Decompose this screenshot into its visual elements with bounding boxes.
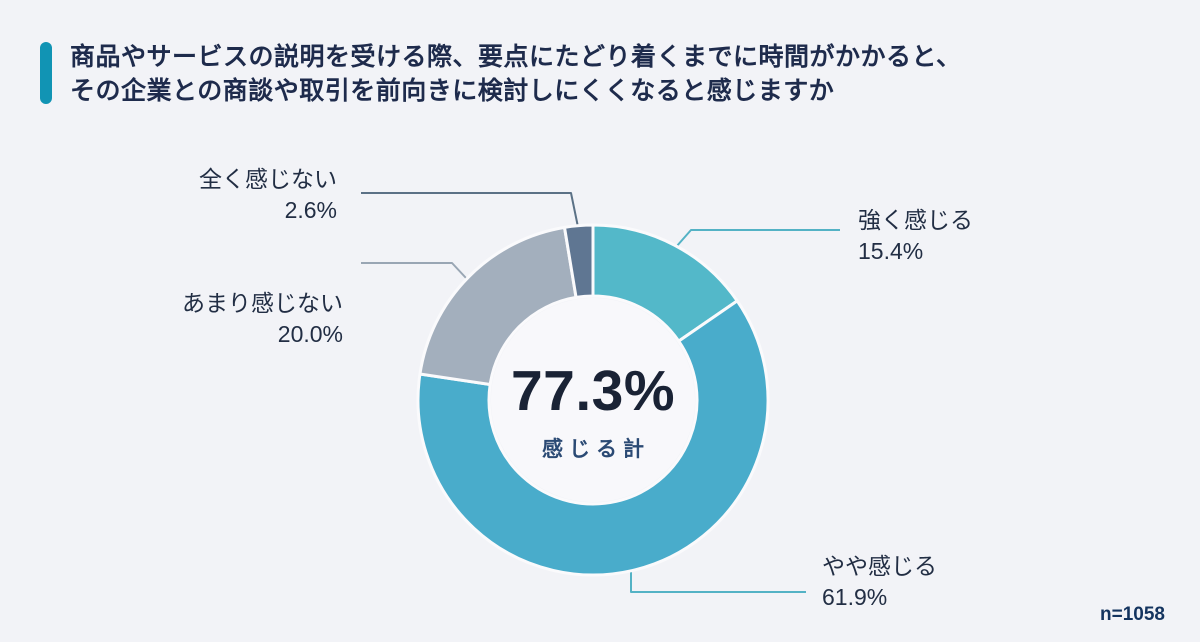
donut-hole (491, 298, 695, 502)
leader-line-not-feel-at-all (361, 192, 579, 228)
segment-label-not-feel-much: あまり感じない 20.0% (182, 288, 343, 350)
leader-line-somewhat-feel (630, 571, 806, 593)
header: 商品やサービスの説明を受ける際、要点にたどり着くまでに時間がかかると、 その企業… (40, 40, 962, 108)
page-title: 商品やサービスの説明を受ける際、要点にたどり着くまでに時間がかかると、 その企業… (70, 40, 962, 108)
segment-percent: 15.4% (858, 238, 924, 264)
leader-line-not-feel-much (361, 262, 467, 279)
donut-segment-somewhat-feel (416, 299, 770, 577)
title-accent-bar (40, 42, 52, 104)
segment-name: やや感じる (822, 553, 937, 579)
segment-label-not-feel-at-all: 全く感じない 2.6% (199, 164, 337, 226)
segment-name: 全く感じない (199, 166, 337, 192)
leader-line-strongly-feel (675, 229, 840, 248)
segment-name: あまり感じない (182, 290, 343, 316)
sample-size: n=1058 (1100, 604, 1165, 625)
segment-label-somewhat-feel: やや感じる 61.9% (822, 551, 937, 613)
donut-segment-not-feel-at-all (563, 223, 595, 299)
segment-percent: 61.9% (822, 584, 888, 610)
title-line-2: その企業との商談や取引を前向きに検討しにくくなると感じますか (70, 77, 835, 105)
segment-label-strongly-feel: 強く感じる 15.4% (858, 205, 973, 267)
segment-name: 強く感じる (858, 207, 973, 233)
segment-percent: 20.0% (277, 321, 343, 347)
segment-percent: 2.6% (284, 197, 337, 223)
title-line-1: 商品やサービスの説明を受ける際、要点にたどり着くまでに時間がかかると、 (70, 43, 962, 71)
